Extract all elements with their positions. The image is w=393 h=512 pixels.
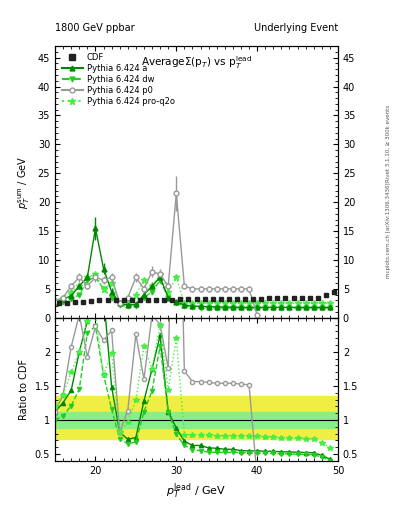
Text: mcplots.cern.ch [arXiv:1306.3436]: mcplots.cern.ch [arXiv:1306.3436] bbox=[386, 183, 391, 278]
Legend: CDF, Pythia 6.424 a, Pythia 6.424 dw, Pythia 6.424 p0, Pythia 6.424 pro-q2o: CDF, Pythia 6.424 a, Pythia 6.424 dw, Py… bbox=[59, 50, 177, 109]
Text: Underlying Event: Underlying Event bbox=[254, 23, 338, 33]
Text: Rivet 3.1.10, ≥ 300k events: Rivet 3.1.10, ≥ 300k events bbox=[386, 105, 391, 182]
Y-axis label: Ratio to CDF: Ratio to CDF bbox=[19, 359, 29, 420]
Text: Average$\Sigma$(p$_T$) vs p$_T^{\rm lead}$: Average$\Sigma$(p$_T$) vs p$_T^{\rm lead… bbox=[141, 54, 252, 71]
Y-axis label: $p_T^{\rm sum}$ / GeV: $p_T^{\rm sum}$ / GeV bbox=[17, 155, 32, 208]
X-axis label: $p_T^{\rm lead}$ / GeV: $p_T^{\rm lead}$ / GeV bbox=[166, 481, 227, 501]
Text: 1800 GeV ppbar: 1800 GeV ppbar bbox=[55, 23, 135, 33]
